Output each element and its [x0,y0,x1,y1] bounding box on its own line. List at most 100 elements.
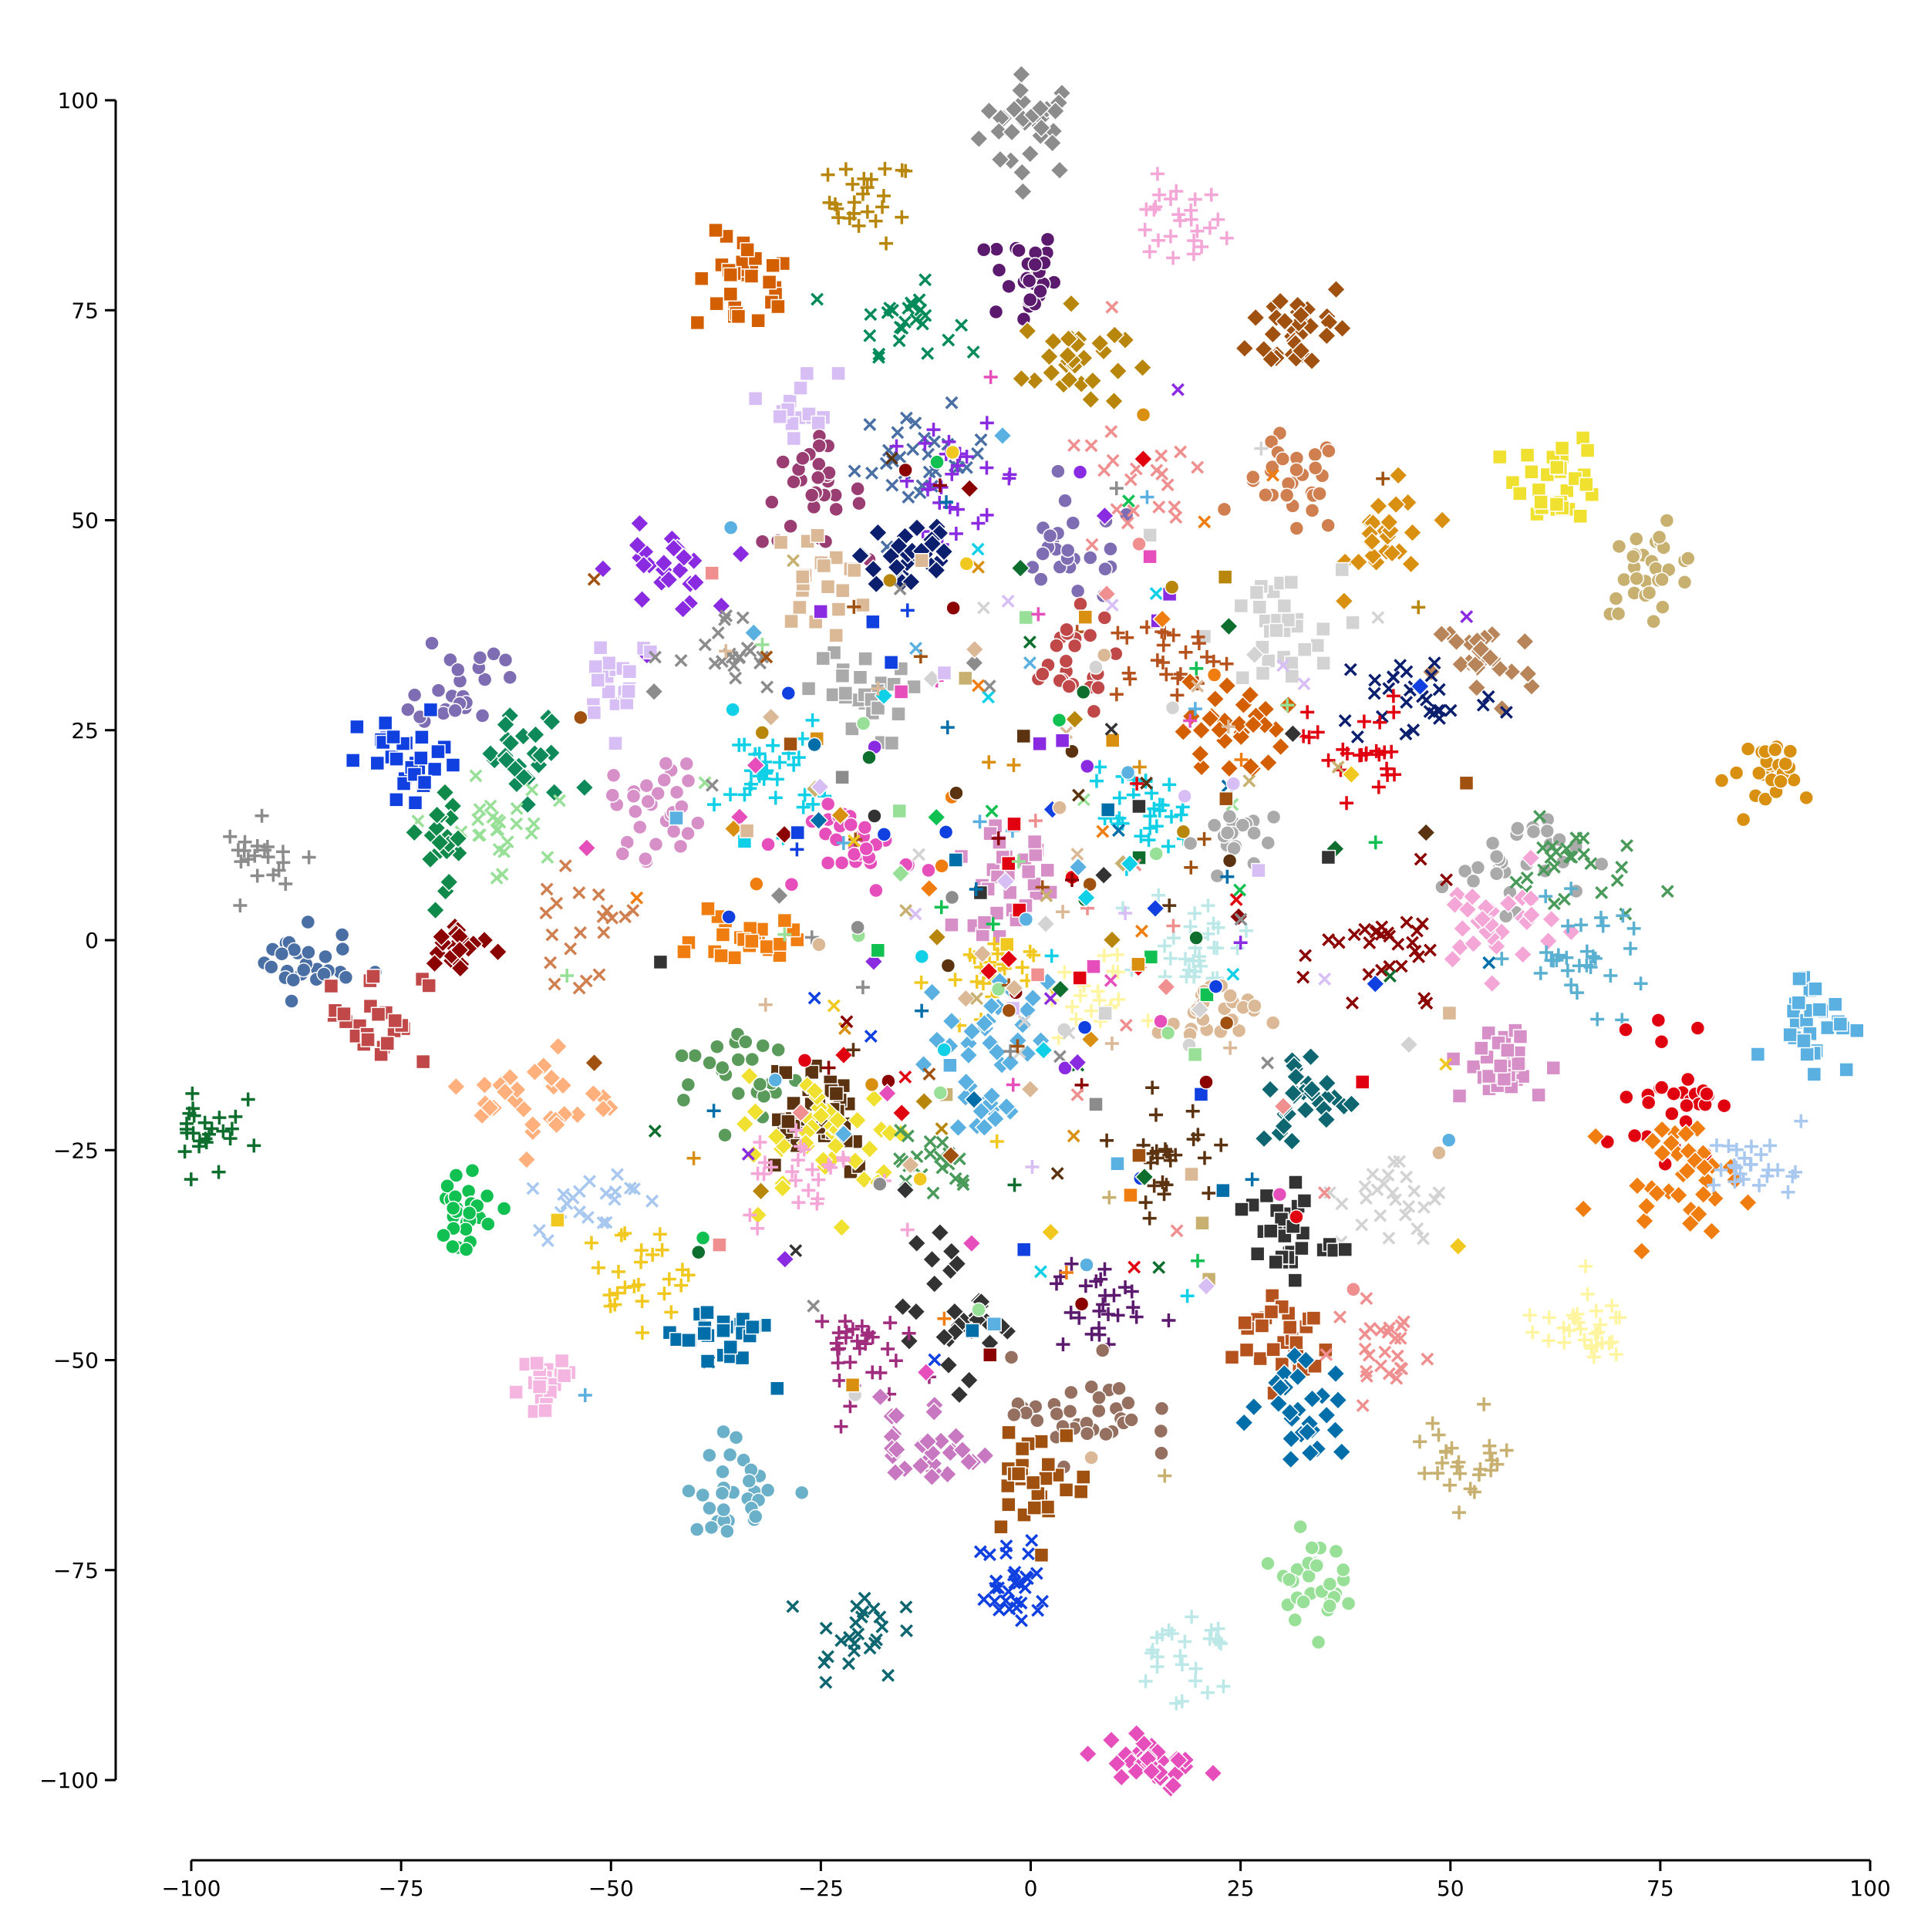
data-point [780,686,797,701]
data-point [1020,143,1040,164]
data-point [1417,1466,1432,1481]
data-point [1142,548,1158,565]
data-point [1522,905,1542,925]
data-point [1374,963,1388,977]
data-point [914,1091,934,1111]
data-point [484,799,497,813]
data-point [1098,1426,1114,1442]
data-point [1354,1074,1370,1090]
data-point [702,1055,717,1071]
data-point [942,1011,962,1031]
data-point [876,827,892,842]
data-point [730,544,751,564]
data-point [1188,192,1202,207]
data-point [1328,1390,1348,1411]
data-point [1245,469,1261,485]
data-point [900,1155,921,1175]
data-point [1206,818,1222,833]
data-point [981,996,1002,1017]
data-point [1266,468,1279,482]
data-point [836,836,851,851]
data-point [349,719,365,735]
data-point [525,724,546,745]
data-point [404,822,425,843]
data-point [1151,233,1165,248]
data-point [1371,611,1385,625]
data-point [605,767,622,784]
data-point [1762,1138,1777,1153]
data-point [1097,610,1113,625]
data-point [241,1092,255,1107]
data-point [1531,1087,1546,1103]
data-point [1094,1272,1108,1286]
data-point [999,1546,1013,1560]
data-point [1016,1242,1032,1257]
data-point [334,927,350,942]
data-point [1191,1128,1205,1142]
data-point [1310,1634,1326,1650]
data-point [790,1102,811,1123]
data-point [1432,683,1446,696]
data-point [1082,628,1098,643]
data-point [1244,1397,1264,1417]
data-point [1312,486,1327,501]
data-point [1270,291,1290,312]
data-point [1126,1762,1147,1782]
data-point [1217,676,1237,696]
data-point [1357,714,1371,729]
data-point [834,855,850,871]
data-point [965,1323,980,1339]
data-point [957,670,973,686]
data-point [1652,1119,1672,1140]
data-point [1616,572,1632,588]
data-point [936,1042,952,1057]
data-point [424,953,445,973]
data-point [234,855,248,869]
data-point [1679,1097,1694,1114]
data-point [831,602,847,617]
data-point [740,242,755,258]
data-point [1070,583,1086,599]
data-point [1057,346,1078,366]
data-point [1281,1572,1297,1587]
data-point [1728,765,1744,781]
data-point [861,750,877,765]
data-point [959,460,973,474]
data-point [786,474,801,490]
data-point [672,598,693,619]
data-point [1202,221,1217,235]
data-point [766,1126,787,1147]
data-point [717,1128,733,1143]
data-point [575,777,595,797]
data-point [1023,988,1043,1008]
data-point [659,569,679,590]
data-point [400,702,416,717]
data-point [945,396,959,410]
data-point [848,464,861,478]
data-point [1402,522,1423,543]
data-point [1064,709,1085,730]
data-point [924,1273,945,1294]
data-point [1187,233,1202,248]
data-point [1109,481,1124,496]
data-point [550,1212,565,1228]
data-point [1191,1253,1205,1268]
data-point [893,582,907,596]
data-point [976,915,993,930]
data-point [1452,919,1473,939]
data-point [706,1104,721,1118]
data-point [1175,824,1192,840]
data-point [1586,949,1600,964]
data-point [723,286,739,302]
data-point [1132,760,1147,774]
data-point [689,1522,705,1537]
data-point [1584,857,1598,871]
data-point [745,1319,760,1335]
data-point [1296,970,1310,984]
data-point [666,824,682,839]
y-tick-label: 50 [71,508,99,534]
data-point [1421,662,1441,682]
data-point [1806,1067,1822,1082]
data-point [1033,283,1048,299]
